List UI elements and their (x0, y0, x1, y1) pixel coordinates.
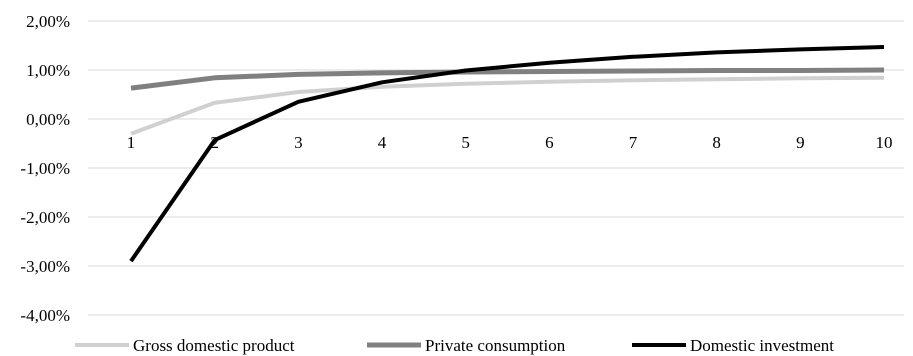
data-point-private-consumption (547, 69, 552, 74)
y-axis-tick-labels: 2,00% 1,00% 0,00% -1,00% -2,00% -3,00% -4,00% (20, 12, 70, 325)
data-point-gross-domestic-product (380, 84, 385, 89)
data-point-domestic-investment (798, 47, 803, 52)
data-point-gross-domestic-product (212, 100, 217, 105)
data-point-gross-domestic-product (631, 78, 636, 83)
y-tick-label: -3,00% (20, 257, 70, 276)
data-point-domestic-investment (882, 44, 887, 49)
x-tick-label: 5 (461, 133, 470, 152)
data-point-gross-domestic-product (547, 79, 552, 84)
data-point-private-consumption (129, 86, 134, 91)
data-point-private-consumption (631, 68, 636, 73)
data-point-domestic-investment (547, 60, 552, 65)
legend-label-private-consumption: Private consumption (425, 336, 566, 355)
data-point-domestic-investment (380, 80, 385, 85)
data-point-private-consumption (714, 68, 719, 73)
y-tick-label: 2,00% (26, 12, 70, 31)
series-lines (129, 44, 887, 263)
x-axis-category-labels: 12345678910 (127, 133, 893, 152)
x-tick-label: 9 (796, 133, 805, 152)
x-tick-label: 7 (629, 133, 638, 152)
x-tick-label: 8 (712, 133, 721, 152)
legend-label-domestic-investment: Domestic investment (690, 336, 834, 355)
data-point-domestic-investment (296, 99, 301, 104)
y-tick-label: 1,00% (26, 61, 70, 80)
data-point-gross-domestic-product (798, 76, 803, 81)
data-point-gross-domestic-product (129, 131, 134, 136)
x-tick-label: 4 (378, 133, 387, 152)
x-tick-label: 10 (876, 133, 893, 152)
data-point-gross-domestic-product (882, 75, 887, 80)
data-point-domestic-investment (631, 54, 636, 59)
data-point-gross-domestic-product (463, 81, 468, 86)
y-tick-label: -1,00% (20, 159, 70, 178)
data-point-gross-domestic-product (714, 77, 719, 82)
data-point-gross-domestic-product (296, 90, 301, 95)
data-point-domestic-investment (463, 68, 468, 73)
x-tick-label: 6 (545, 133, 554, 152)
data-point-domestic-investment (129, 259, 134, 264)
data-point-private-consumption (296, 72, 301, 77)
y-tick-label: -2,00% (20, 208, 70, 227)
legend-label-gross-domestic-product: Gross domestic product (133, 336, 295, 355)
data-point-private-consumption (380, 70, 385, 75)
data-point-private-consumption (212, 75, 217, 80)
data-point-private-consumption (882, 68, 887, 73)
grid-lines (88, 21, 904, 315)
data-point-private-consumption (798, 68, 803, 73)
data-point-domestic-investment (212, 138, 217, 143)
data-point-domestic-investment (714, 50, 719, 55)
x-tick-label: 3 (294, 133, 303, 152)
legend: Gross domestic product Private consumptio… (75, 336, 834, 355)
y-tick-label: 0,00% (26, 110, 70, 129)
y-tick-label: -4,00% (20, 306, 70, 325)
